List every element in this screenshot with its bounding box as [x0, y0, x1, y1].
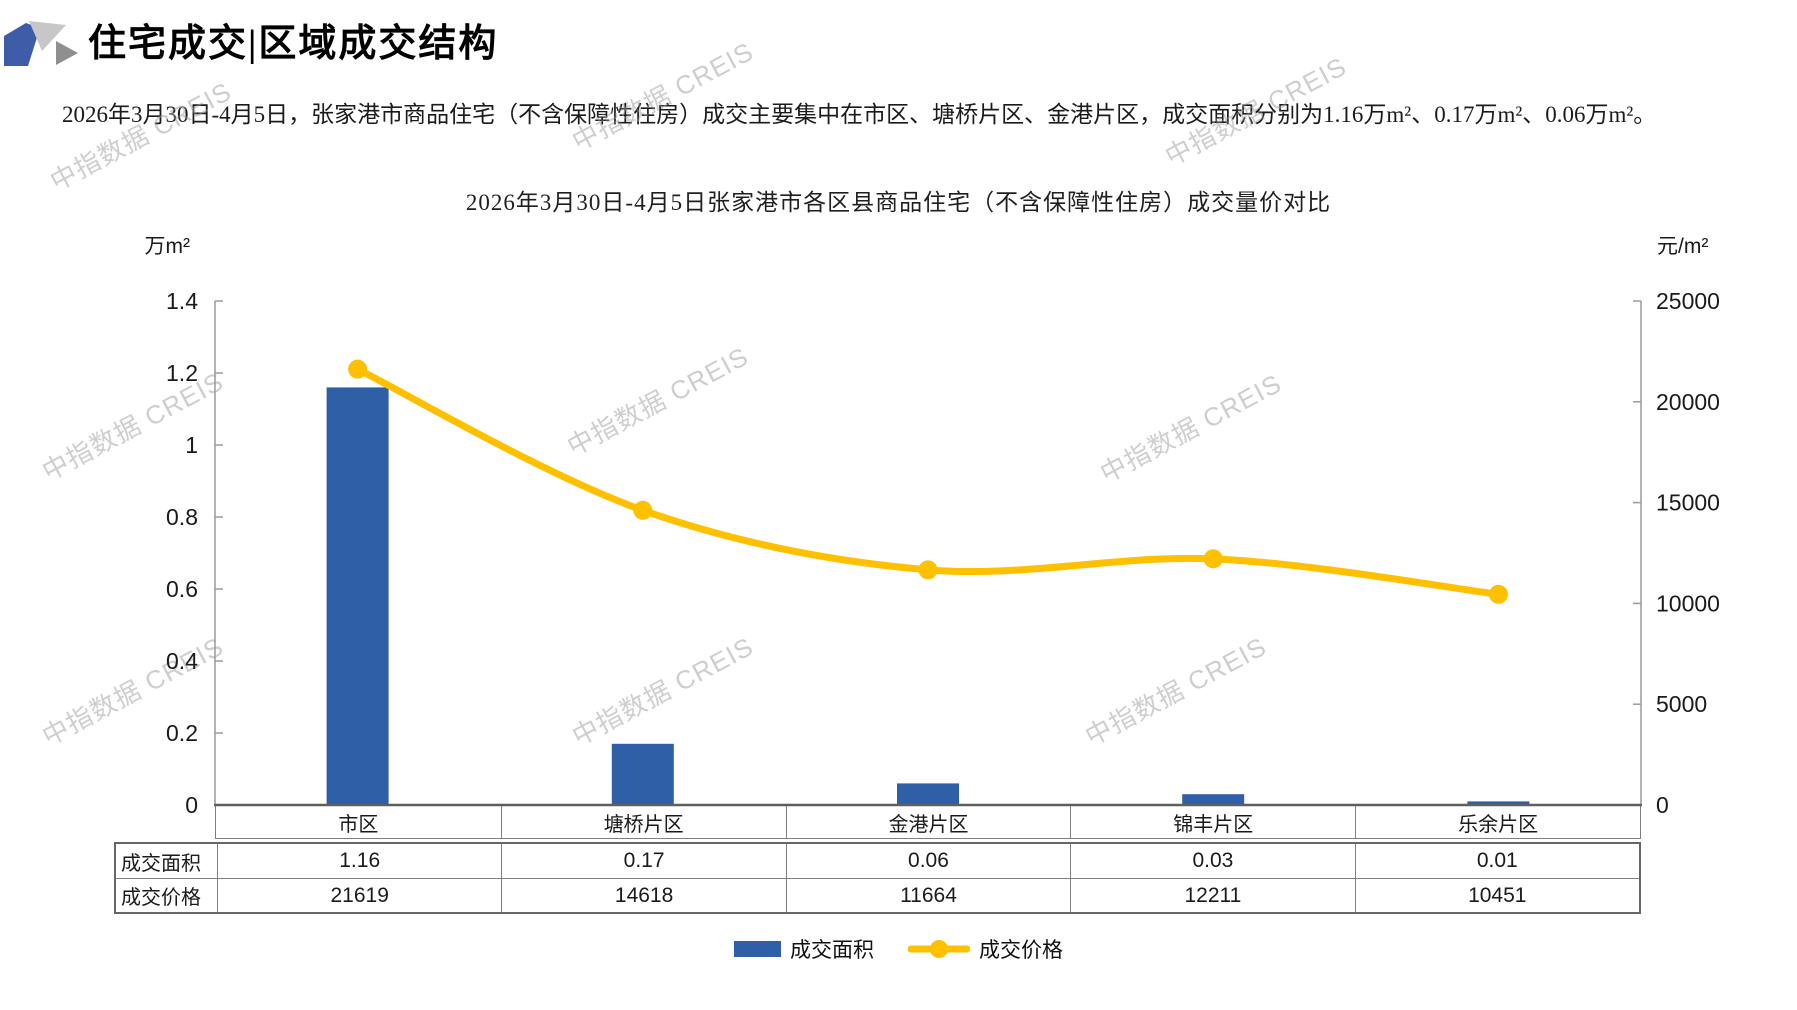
- left-axis-tick-label: 1.4: [166, 288, 198, 314]
- category-label-塘桥片区: 塘桥片区: [500, 806, 786, 838]
- chart-legend: 成交面积 成交价格: [0, 931, 1797, 967]
- category-label-乐余片区: 乐余片区: [1355, 806, 1640, 838]
- right-axis-tick-label: 0: [1656, 792, 1669, 818]
- line-swatch-marker: [930, 940, 948, 958]
- right-axis-tick-label: 20000: [1656, 389, 1720, 415]
- logo-blue-shape: [4, 23, 40, 66]
- table-value-成交面积-市区: 1.16: [217, 844, 501, 878]
- page-title: 住宅成交|区域成交结构: [88, 23, 499, 65]
- bar-乐余片区: [1467, 801, 1530, 805]
- creis-logo: [4, 21, 78, 66]
- bar-锦丰片区: [1182, 794, 1245, 805]
- price-point-锦丰片区: [1203, 549, 1223, 569]
- left-axis-unit: 万m²: [144, 235, 191, 258]
- table-value-成交价格-市区: 21619: [217, 878, 502, 912]
- left-axis-tick-label: 0: [185, 792, 198, 818]
- category-label-市区: 市区: [338, 813, 379, 836]
- price-point-市区: [348, 359, 368, 379]
- right-axis-tick-label: 25000: [1656, 288, 1720, 314]
- bar-塘桥片区: [611, 743, 674, 805]
- category-label-金港片区: 金港片区: [785, 806, 1071, 838]
- table-value-成交面积-锦丰片区: 0.03: [1070, 844, 1354, 878]
- price-point-乐余片区: [1488, 584, 1508, 604]
- logo-darkgray-shape: [56, 41, 78, 65]
- chart-title: 2026年3月30日-4月5日张家港市各区县商品住宅（不含保障性住房）成交量价对…: [465, 190, 1332, 215]
- category-label-锦丰片区: 锦丰片区: [1070, 806, 1355, 838]
- left-axis-tick-label: 0.8: [166, 504, 198, 530]
- price-point-金港片区: [918, 560, 938, 580]
- legend-label-area: 成交面积: [790, 938, 874, 962]
- bar-swatch: [734, 941, 781, 957]
- logo-lightgray-shape: [29, 21, 66, 51]
- legend-item-price: 成交价格: [908, 934, 1063, 964]
- bar-金港片区: [897, 783, 959, 805]
- summary-text: 2026年3月30日-4月5日，张家港市商品住宅（不含保障性住房）成交主要集中在…: [62, 102, 1657, 127]
- table-value-成交面积-塘桥片区: 0.17: [501, 844, 785, 878]
- table-row-label-成交价格: 成交价格: [116, 878, 217, 912]
- left-axis-tick-label: 1.2: [166, 360, 198, 386]
- table-value-成交价格-乐余片区: 10451: [1354, 878, 1639, 912]
- line-swatch: [908, 940, 970, 958]
- table-value-成交价格-金港片区: 11664: [785, 878, 1071, 912]
- left-axis-tick-label: 0.6: [166, 576, 198, 602]
- right-axis-tick-label: 10000: [1656, 590, 1720, 616]
- bar-市区: [326, 387, 389, 805]
- table-value-成交价格-塘桥片区: 14618: [501, 878, 786, 912]
- legend-label-price: 成交价格: [979, 938, 1063, 962]
- table-value-成交面积-金港片区: 0.06: [785, 844, 1070, 878]
- table-row-label-成交面积: 成交面积: [121, 852, 201, 875]
- table-value-成交面积-乐余片区: 0.01: [1354, 844, 1639, 878]
- table-value-成交价格-锦丰片区: 12211: [1070, 878, 1355, 912]
- price-point-塘桥片区: [633, 500, 653, 520]
- left-axis-tick-label: 1: [185, 432, 198, 458]
- legend-item-area: 成交面积: [734, 934, 874, 964]
- left-axis-tick-label: 0.4: [166, 648, 198, 674]
- right-axis-tick-label: 15000: [1656, 490, 1720, 516]
- right-axis-tick-label: 5000: [1656, 691, 1707, 717]
- left-axis-tick-label: 0.2: [166, 720, 198, 746]
- data-table: 成交面积 1.16 0.17 0.06 0.03 0.01 成交价格 21619 14618 11…: [114, 842, 1641, 914]
- category-header-row: 市区 塘桥片区 金港片区 锦丰片区 乐余片区: [215, 806, 1641, 839]
- right-axis-unit: 元/m²: [1657, 235, 1709, 258]
